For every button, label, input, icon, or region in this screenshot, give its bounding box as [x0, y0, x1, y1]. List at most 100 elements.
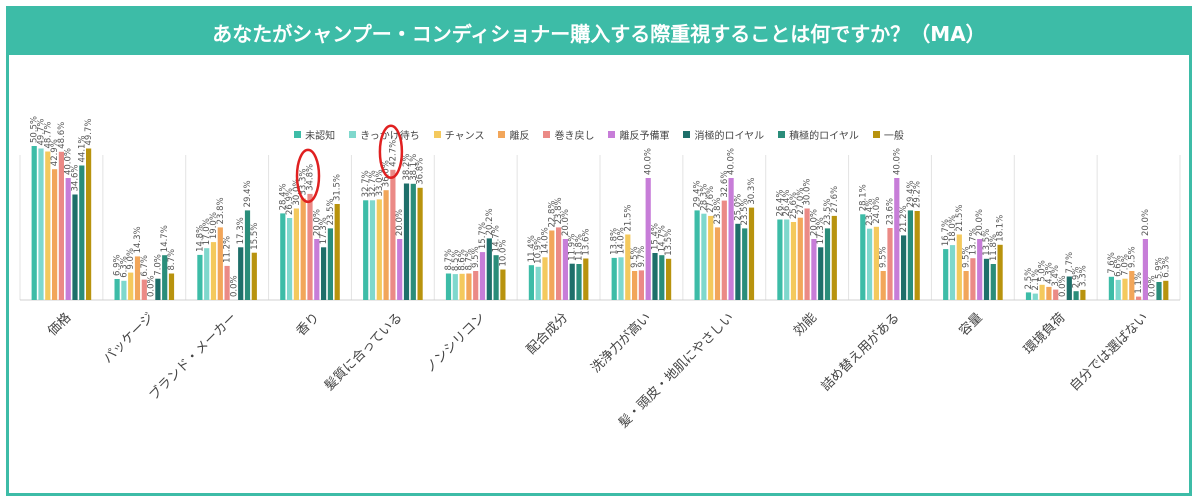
data-label: 29.4% — [693, 180, 703, 207]
bar — [625, 234, 631, 300]
category-label: 配合成分 — [524, 310, 571, 357]
bar — [1122, 278, 1128, 300]
category-label: 詰め替え用がある — [818, 310, 903, 395]
bar — [818, 247, 824, 300]
data-label: 13.7% — [968, 228, 978, 255]
bar — [708, 215, 714, 300]
data-label: 16.7% — [941, 219, 951, 246]
data-label: 49.7% — [37, 118, 47, 145]
data-label: 30.0% — [803, 178, 813, 205]
bar — [804, 208, 810, 300]
bar — [970, 258, 976, 300]
data-label: 20.0% — [561, 209, 571, 236]
bar — [473, 271, 479, 300]
data-label: 23.5% — [326, 198, 336, 225]
data-label: 40.0% — [644, 148, 654, 175]
legend-swatch — [778, 131, 786, 138]
data-label: 30.0% — [292, 178, 302, 205]
bar — [300, 198, 306, 300]
data-label: 26.9% — [285, 188, 295, 215]
bar — [79, 165, 85, 300]
data-label: 7.0% — [153, 254, 163, 276]
data-label: 21.5% — [623, 204, 633, 231]
data-label: 23.6% — [886, 198, 896, 225]
bar — [128, 272, 134, 300]
category-label: 香り — [294, 310, 323, 339]
data-label: 17.3% — [236, 217, 246, 244]
data-label: 23.8% — [554, 197, 564, 224]
data-label: 0.0% — [147, 275, 157, 297]
data-label: 14.7% — [657, 225, 667, 252]
bar — [790, 222, 797, 300]
data-label: 27.6% — [706, 186, 716, 213]
bar — [1073, 291, 1079, 300]
legend-swatch — [872, 131, 880, 138]
bar — [784, 219, 790, 300]
bar — [666, 258, 672, 300]
category-label: ブランド・メーカー — [146, 310, 240, 404]
category-label: パッケージ — [101, 310, 157, 366]
bar — [694, 210, 700, 300]
data-label: 27.6% — [830, 186, 840, 213]
legend-swatch — [683, 131, 691, 138]
legend-label: 離反予備軍 — [619, 131, 670, 142]
data-label: 8.7% — [167, 249, 177, 271]
legend-swatch — [349, 131, 357, 138]
legend-item: 離反予備軍 — [608, 127, 669, 142]
bar — [493, 255, 499, 300]
data-label: 14.7% — [160, 225, 170, 252]
legend-swatch — [294, 131, 302, 138]
bar — [1025, 292, 1032, 300]
bar — [1080, 289, 1086, 300]
data-label: 49.7% — [84, 118, 94, 145]
legend-swatch — [608, 131, 616, 138]
bar — [894, 178, 900, 300]
legend-item: 消極的ロイヤル — [683, 127, 764, 142]
bar — [376, 199, 382, 300]
data-label: 28.3% — [699, 184, 709, 211]
bar — [811, 239, 817, 300]
bar — [901, 235, 907, 300]
bar — [155, 278, 161, 300]
data-label: 20.0% — [312, 209, 322, 236]
legend-item: 未認知 — [294, 127, 335, 142]
data-label: 2.1% — [1031, 269, 1041, 291]
data-label: 28.1% — [858, 184, 868, 211]
category-label: 環境負荷 — [1021, 310, 1068, 357]
bar — [397, 239, 403, 300]
data-label: 10.9% — [534, 237, 544, 264]
data-label: 7.7% — [1065, 252, 1075, 274]
data-label: 6.3% — [1161, 256, 1171, 278]
legend-label: 消極的ロイヤル — [694, 131, 765, 142]
data-label: 18.0% — [948, 215, 958, 242]
data-label: 40.0% — [892, 148, 902, 175]
highlight-circle — [378, 124, 404, 180]
bar — [314, 239, 320, 300]
data-label: 11.4% — [527, 235, 537, 262]
data-label: 7.6% — [1107, 252, 1117, 274]
legend-item: チャンス — [433, 127, 484, 142]
data-label: 9.5% — [630, 246, 640, 268]
bar — [403, 183, 410, 300]
bar — [569, 263, 575, 300]
data-label: 3.3% — [1078, 265, 1088, 287]
bar — [1156, 282, 1162, 300]
bar — [327, 228, 333, 300]
bar — [72, 194, 78, 300]
data-label: 20.0% — [975, 209, 985, 236]
legend-item: 巻き戻し — [543, 127, 594, 142]
bar — [52, 169, 58, 300]
data-label: 42.9% — [50, 139, 60, 166]
bar — [797, 217, 803, 300]
bar — [86, 148, 92, 300]
data-label: 36.0% — [382, 160, 392, 187]
data-label: 6.6% — [1114, 255, 1124, 277]
bar — [217, 227, 223, 300]
data-label: 26.4% — [782, 189, 792, 216]
bar — [618, 257, 624, 300]
bar — [777, 219, 783, 300]
bar — [114, 279, 120, 300]
data-label: 0.0% — [1148, 275, 1158, 297]
data-label: 25.0% — [733, 194, 743, 221]
data-label: 8.6% — [458, 249, 468, 271]
